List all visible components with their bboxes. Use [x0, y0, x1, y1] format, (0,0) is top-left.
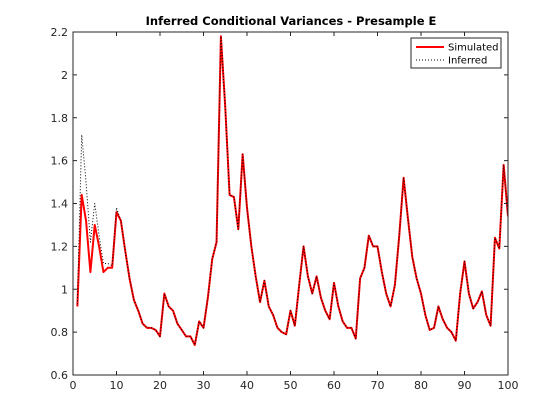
x-tick-label: 0 [70, 379, 77, 392]
x-tick-label: 100 [498, 379, 519, 392]
x-tick-label: 70 [371, 379, 385, 392]
legend-box [410, 37, 502, 69]
x-tick-label: 80 [414, 379, 428, 392]
y-tick-label: 1.6 [51, 155, 69, 168]
axes: 0 10 20 30 40 50 60 70 80 90 100 0.6 0.8 1 1.2 1.4 1.6 1.… [51, 26, 519, 392]
legend: Simulated Inferred [410, 37, 502, 69]
plot-background [73, 32, 508, 375]
y-tick-label: 1 [61, 283, 68, 296]
series-layer [76, 35, 508, 346]
x-tick-label: 40 [240, 379, 254, 392]
legend-label-inferred: Inferred [448, 56, 487, 67]
x-tick-label: 90 [458, 379, 472, 392]
plot-area [73, 32, 508, 375]
legend-label-simulated: Simulated [448, 43, 499, 54]
y-tick-label: 1.4 [51, 198, 69, 211]
x-tick-label: 60 [327, 379, 341, 392]
y-tick-label: 1.2 [51, 240, 69, 253]
y-tick-label: 0.8 [51, 326, 69, 339]
x-tick-label: 10 [110, 379, 124, 392]
x-tick-label: 20 [153, 379, 167, 392]
y-tick-label: 0.6 [51, 369, 69, 382]
y-tick-label: 2 [61, 69, 68, 82]
x-tick-label: 30 [197, 379, 211, 392]
chart-title: Inferred Conditional Variances - Presamp… [146, 14, 437, 28]
y-tick-label: 2.2 [51, 26, 69, 39]
series-line-simulated [76, 35, 508, 346]
y-tick-label: 1.8 [51, 112, 69, 125]
x-tick-label: 50 [284, 379, 298, 392]
